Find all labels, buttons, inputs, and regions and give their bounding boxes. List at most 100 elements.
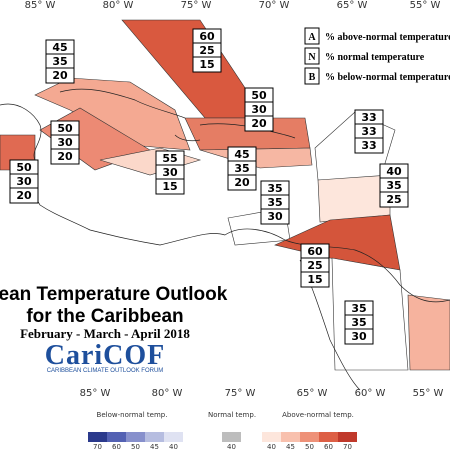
prob-above: 60 (199, 30, 215, 43)
map-title: Mean Temperature Outlook for the Caribbe… (0, 284, 228, 341)
lon-label: 85° W (80, 388, 111, 399)
lon-label: 75° W (181, 0, 212, 11)
colorbar-below-title: Below-normal temp. (97, 411, 168, 419)
lon-label: 80° W (103, 0, 134, 11)
title-line-1: Mean Temperature Outlook (0, 284, 228, 305)
legend-key: A % above-normal temperature N % normal … (298, 24, 450, 85)
logo-wordmark: CariCOF (45, 340, 166, 371)
prob-box-puerto-rico: 45 35 20 (227, 146, 257, 191)
longitude-labels-top: 85° W 80° W 75° W 70° W 65° W 55° W (25, 0, 441, 11)
colorbar-above-title: Above-normal temp. (282, 411, 354, 419)
colorbar-tick-label: 40 (227, 443, 236, 450)
prob-normal: 30 (162, 166, 178, 179)
legend-text-above: % above-normal temperature (325, 32, 450, 43)
colorbar-swatch-below (145, 432, 164, 442)
prob-below: 30 (351, 330, 367, 343)
colorbar-tick-label: 40 (267, 443, 276, 450)
prob-normal: 25 (199, 44, 214, 57)
legend-letter-n: N (308, 52, 316, 63)
prob-above: 40 (386, 165, 402, 178)
lon-label: 65° W (337, 0, 368, 11)
colorbar-tick-label: 60 (324, 443, 333, 450)
colorbar-tick-label: 40 (169, 443, 178, 450)
prob-below: 15 (162, 180, 177, 193)
prob-normal: 33 (361, 125, 376, 138)
prob-below: 15 (307, 273, 322, 286)
prob-box-venezuela: 60 25 15 (300, 243, 330, 288)
colorbar-swatch-above (338, 432, 357, 442)
prob-below: 25 (386, 193, 401, 206)
prob-above: 33 (361, 111, 376, 124)
colorbar-swatch-below (164, 432, 183, 442)
colorbar-tick-label: 50 (305, 443, 314, 450)
prob-box-belize: 50 30 20 (9, 159, 39, 204)
prob-normal: 35 (234, 162, 249, 175)
prob-normal: 30 (251, 103, 267, 116)
colorbar-swatch-above (319, 432, 338, 442)
colorbar-swatch-above (300, 432, 319, 442)
lon-label: 80° W (152, 388, 183, 399)
lon-label: 70° W (259, 0, 290, 11)
colorbar-tick-label: 45 (150, 443, 159, 450)
prob-box-central-america: 50 30 20 (50, 120, 80, 165)
lon-label: 85° W (25, 0, 56, 11)
prob-below: 20 (52, 69, 68, 82)
prob-box-hispaniola: 50 30 20 (244, 87, 274, 132)
prob-box-abc: 35 35 30 (260, 180, 290, 225)
prob-normal: 35 (351, 316, 366, 329)
prob-box-guianas: 35 35 30 (344, 300, 374, 345)
prob-above: 45 (52, 41, 67, 54)
prob-normal: 30 (57, 136, 73, 149)
prob-below: 33 (361, 139, 376, 152)
prob-normal: 35 (52, 55, 67, 68)
colorbar-swatch-below (88, 432, 107, 442)
prob-above: 50 (16, 161, 32, 174)
prob-above: 45 (234, 148, 249, 161)
legend-text-below: % below-normal temperature (325, 72, 450, 83)
prob-box-jamaica: 55 30 15 (155, 150, 185, 195)
prob-above: 60 (307, 245, 323, 258)
prob-normal: 35 (386, 179, 401, 192)
colorbar-swatches (88, 432, 357, 442)
colorbar-tick-label: 70 (93, 443, 102, 450)
colorbar-normal-title: Normal temp. (208, 411, 256, 419)
prob-normal: 25 (307, 259, 322, 272)
colorbar: Below-normal temp. Normal temp. Above-no… (88, 411, 357, 450)
prob-above: 55 (162, 152, 177, 165)
colorbar-swatch-below (107, 432, 126, 442)
prob-above: 50 (57, 122, 73, 135)
legend-letter-a: A (308, 32, 316, 43)
logo-subtitle: CARIBBEAN CLIMATE OUTLOOK FORUM (47, 368, 164, 374)
prob-normal: 30 (16, 175, 32, 188)
prob-box-bahamas: 60 25 15 (192, 28, 222, 73)
title-line-2: for the Caribbean (26, 306, 183, 327)
legend-text-normal: % normal temperature (325, 52, 425, 63)
legend-letter-b: B (309, 72, 316, 83)
lon-label: 65° W (297, 388, 328, 399)
lon-label: 55° W (413, 388, 444, 399)
prob-above: 50 (251, 89, 267, 102)
prob-below: 20 (234, 176, 250, 189)
lon-label: 75° W (225, 388, 256, 399)
colorbar-swatch-normal (222, 432, 241, 442)
prob-below: 20 (57, 150, 73, 163)
probability-boxes: 60 25 15 45 35 20 50 30 20 50 30 20 (9, 28, 409, 345)
colorbar-swatch-above (262, 432, 281, 442)
longitude-labels-bottom: 85° W 80° W 75° W 65° W 60° W 55° W (80, 388, 444, 399)
prob-below: 20 (16, 189, 32, 202)
caricof-logo: CariCOF CARIBBEAN CLIMATE OUTLOOK FORUM (45, 340, 166, 374)
prob-below: 30 (267, 210, 283, 223)
colorbar-tick-label: 60 (112, 443, 121, 450)
prob-above: 35 (351, 302, 366, 315)
prob-box-cuba: 45 35 20 (45, 39, 75, 84)
colorbar-swatch-above (281, 432, 300, 442)
prob-above: 35 (267, 182, 282, 195)
prob-below: 15 (199, 58, 214, 71)
region-east-guianas (407, 294, 450, 371)
prob-below: 20 (251, 117, 267, 130)
colorbar-ticks: 70 60 50 45 40 40 40 45 50 60 70 (93, 443, 352, 450)
prob-box-windward: 40 35 25 (379, 163, 409, 208)
title-period: February - March - April 2018 (20, 326, 190, 341)
prob-box-leeward: 33 33 33 (354, 109, 384, 154)
